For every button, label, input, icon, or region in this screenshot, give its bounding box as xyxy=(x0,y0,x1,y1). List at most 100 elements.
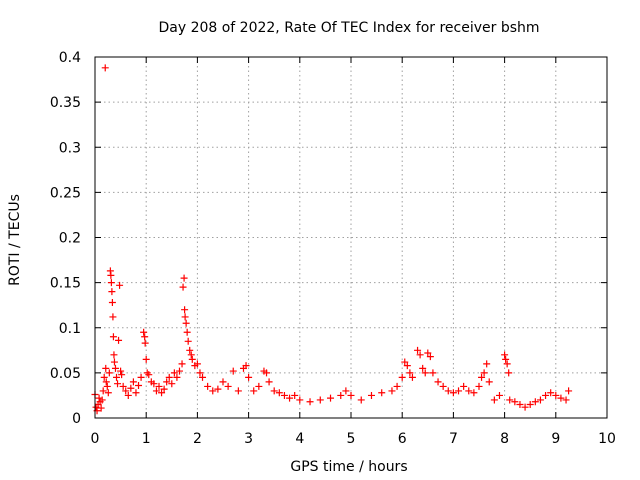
data-point xyxy=(460,382,468,390)
data-point xyxy=(183,328,191,336)
data-point xyxy=(102,364,110,372)
data-point xyxy=(122,387,130,395)
y-axis-title: ROTI / TECUs xyxy=(7,194,23,286)
data-point xyxy=(503,360,511,368)
data-point xyxy=(110,351,118,359)
y-tick-label: 0.3 xyxy=(59,140,81,156)
data-point xyxy=(557,394,565,402)
y-tick-label: 0.25 xyxy=(50,185,81,201)
data-point xyxy=(316,396,324,404)
data-point xyxy=(150,380,158,388)
y-tick-label: 0 xyxy=(72,411,81,427)
data-point xyxy=(132,389,140,397)
data-point xyxy=(536,396,544,404)
data-point xyxy=(426,353,434,361)
x-tick-label: 10 xyxy=(598,431,616,447)
data-point xyxy=(337,391,345,399)
data-point xyxy=(173,373,181,381)
data-point xyxy=(178,360,186,368)
data-point xyxy=(296,396,304,404)
data-point xyxy=(145,371,153,379)
data-point xyxy=(565,387,573,395)
data-point xyxy=(108,288,116,296)
data-point xyxy=(204,382,212,390)
data-point xyxy=(180,274,188,282)
data-point xyxy=(275,389,283,397)
x-tick-label: 9 xyxy=(551,431,560,447)
data-point xyxy=(531,398,539,406)
data-point xyxy=(270,387,278,395)
data-point xyxy=(424,349,432,357)
data-point xyxy=(526,400,534,408)
data-point xyxy=(393,382,401,390)
data-point xyxy=(199,373,207,381)
data-point xyxy=(291,391,299,399)
data-point xyxy=(155,382,163,390)
data-point xyxy=(119,382,127,390)
data-point xyxy=(160,385,168,393)
data-point xyxy=(465,387,473,395)
data-point xyxy=(506,396,514,404)
data-point xyxy=(108,298,116,306)
data-point xyxy=(408,373,416,381)
data-point xyxy=(286,394,294,402)
data-point xyxy=(219,378,227,386)
data-point xyxy=(186,346,194,354)
data-point xyxy=(170,369,178,377)
data-point xyxy=(137,373,145,381)
data-point xyxy=(103,382,111,390)
data-point xyxy=(378,389,386,397)
data-point xyxy=(124,391,132,399)
data-point xyxy=(111,364,119,372)
data-point xyxy=(168,380,176,388)
x-tick-label: 6 xyxy=(398,431,407,447)
x-tick-label: 2 xyxy=(193,431,202,447)
x-tick-label: 4 xyxy=(295,431,304,447)
data-point xyxy=(414,346,422,354)
data-point xyxy=(234,387,242,395)
data-point xyxy=(505,369,513,377)
data-point xyxy=(107,279,115,287)
data-point xyxy=(141,339,149,347)
data-point xyxy=(439,382,447,390)
data-point xyxy=(552,391,560,399)
data-point xyxy=(114,380,122,388)
data-point xyxy=(100,373,108,381)
x-axis-title: GPS time / hours xyxy=(290,459,407,475)
data-point xyxy=(165,373,173,381)
data-point xyxy=(182,319,190,327)
data-point xyxy=(158,389,166,397)
data-point xyxy=(327,394,335,402)
data-point xyxy=(135,382,143,390)
data-point xyxy=(129,378,137,386)
data-point xyxy=(109,333,117,341)
y-tick-label: 0.05 xyxy=(50,366,81,382)
data-point xyxy=(184,337,192,345)
data-point xyxy=(419,364,427,372)
data-point xyxy=(388,387,396,395)
data-point xyxy=(475,382,483,390)
data-point xyxy=(175,367,183,375)
data-point xyxy=(229,367,237,375)
data-point xyxy=(117,367,125,375)
x-tick-label: 8 xyxy=(500,431,509,447)
data-point xyxy=(255,382,263,390)
y-tick-label: 0.2 xyxy=(59,231,81,247)
data-point xyxy=(562,396,570,404)
data-point xyxy=(209,387,217,395)
data-point xyxy=(416,351,424,359)
data-point xyxy=(478,373,486,381)
grid-lines xyxy=(95,57,607,418)
data-point xyxy=(280,391,288,399)
data-point xyxy=(542,391,550,399)
data-point xyxy=(516,400,524,408)
x-tick-label: 7 xyxy=(449,431,458,447)
data-point xyxy=(107,271,115,279)
x-ticks: 0 1 2 3 4 5 6 7 8 9 10 xyxy=(91,57,616,447)
data-point xyxy=(398,373,406,381)
data-point xyxy=(434,378,442,386)
data-point xyxy=(187,351,195,359)
data-point xyxy=(263,369,271,377)
data-point xyxy=(101,64,109,72)
data-point xyxy=(214,385,222,393)
